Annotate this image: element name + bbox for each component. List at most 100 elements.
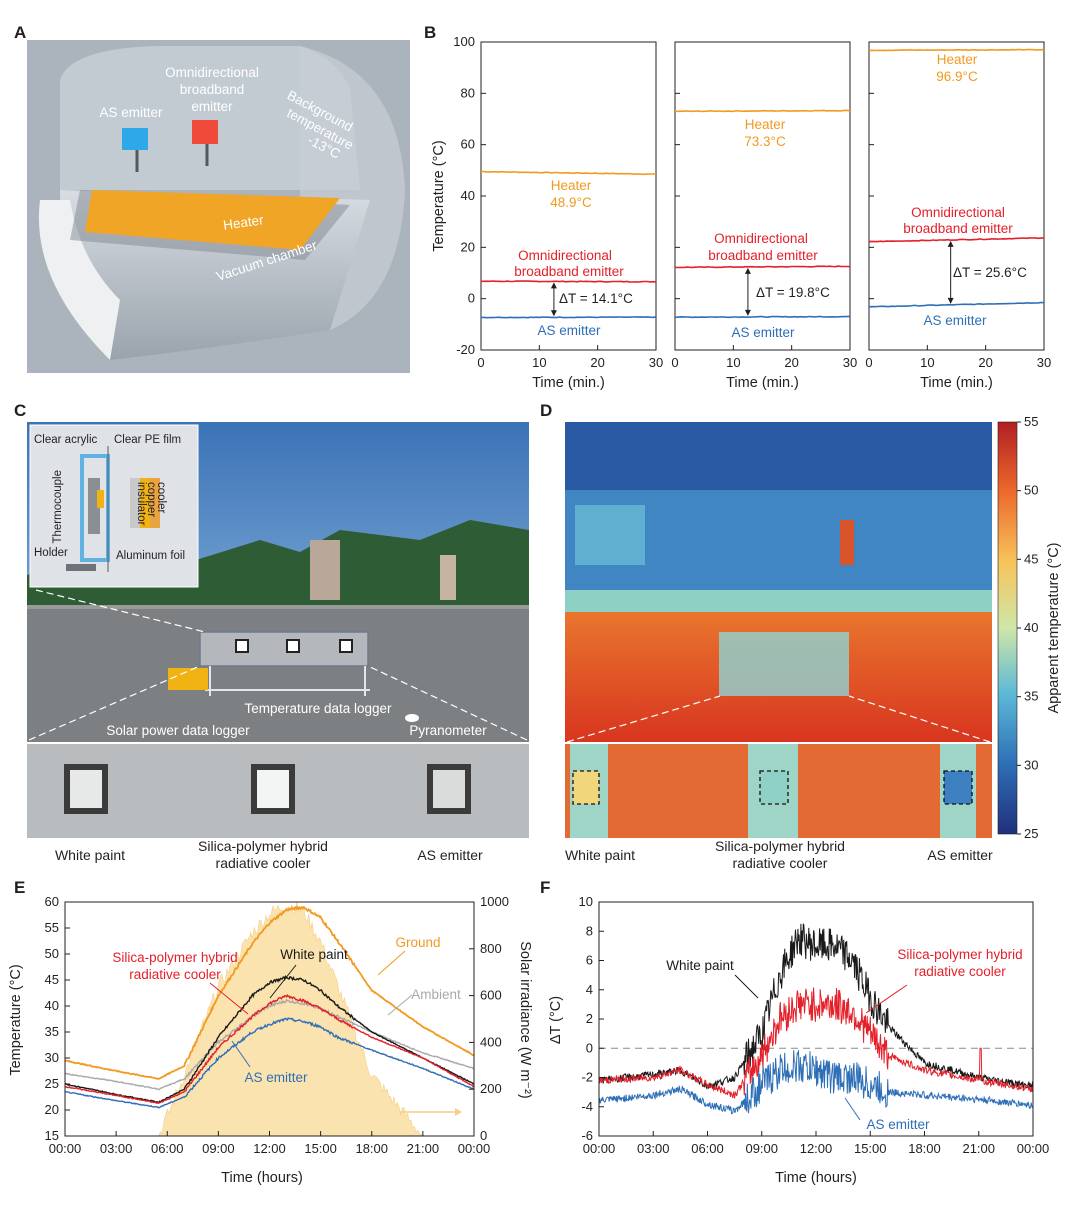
label-pyranometer: Pyranometer: [409, 723, 487, 738]
f-label-hybrid-2: radiative cooler: [914, 964, 1006, 979]
b3-xtick: 20: [978, 355, 992, 370]
b3-omni-label-2: broadband emitter: [903, 221, 1013, 236]
b1-omni-line: [481, 280, 657, 283]
b1-omni-label-2: broadband emitter: [514, 264, 624, 279]
e-y2tick: 800: [480, 941, 502, 956]
label-temp-logger: Temperature data logger: [244, 701, 392, 716]
e-ytick: 25: [45, 1076, 59, 1091]
e-y2label: Solar irradiance (W m⁻²): [517, 941, 533, 1099]
e-ytick: 35: [45, 1024, 59, 1039]
f-ytick: -2: [581, 1070, 593, 1085]
heater-plate: [85, 190, 340, 250]
b3-omni-line: [868, 237, 1045, 243]
b3-xtick: 0: [865, 355, 872, 370]
photo-trees: [27, 520, 529, 612]
b3-xtick: 30: [1037, 355, 1051, 370]
b1-ytick: 20: [461, 239, 475, 254]
panel-a-illustration: AS emitter Omnidirectional broadband emi…: [27, 40, 410, 373]
label-omni-1: Omnidirectional: [165, 65, 259, 80]
b1-ytick: 60: [461, 137, 475, 152]
b1-heater-value: 48.9°C: [550, 195, 592, 210]
e-label-white: White paint: [280, 947, 348, 962]
b2-xtick: 10: [726, 355, 740, 370]
f-ytick: 4: [586, 982, 593, 997]
f-xlabel: Time (hours): [775, 1170, 857, 1186]
panel-b-ylabel: Temperature (°C): [431, 140, 447, 251]
e-y2tick: 400: [480, 1034, 502, 1049]
d-caption-white: White paint: [565, 847, 635, 863]
b1-ytick: -20: [456, 342, 475, 357]
e-ground-line: [64, 905, 475, 1080]
f-xtick: 21:00: [962, 1141, 995, 1156]
b1-delta-t: ΔT = 14.1°C: [559, 291, 633, 306]
b1-ytick: 40: [461, 188, 475, 203]
b2-heater-value: 73.3°C: [744, 134, 786, 149]
thermal-white-paint: [572, 770, 600, 805]
e-xtick: 15:00: [304, 1141, 337, 1156]
panel-d-thermal: White paint Silica-polymer hybrid radiat…: [565, 414, 1062, 871]
b3-xtick: 10: [920, 355, 934, 370]
b3-delta-t: ΔT = 25.6°C: [953, 265, 1027, 280]
b2-heater-label: Heater: [745, 117, 786, 132]
b1-omni-label: Omnidirectional: [518, 248, 612, 263]
b2-omni-label-2: broadband emitter: [708, 248, 818, 263]
b1-as-label: AS emitter: [537, 323, 601, 338]
e-label-hybrid-2: radiative cooler: [129, 967, 221, 982]
colorbar-tick: 25: [1024, 826, 1038, 841]
label-solar-logger: Solar power data logger: [106, 723, 250, 738]
e-hybrid-line: [65, 993, 475, 1104]
b2-xtick: 30: [843, 355, 857, 370]
e-label-ground: Ground: [395, 935, 440, 950]
f-ytick: 10: [579, 894, 593, 909]
e-xtick: 18:00: [355, 1141, 388, 1156]
colorbar-tick: 45: [1024, 551, 1038, 566]
inset-label-insulator: insulator: [135, 482, 147, 526]
panel-b-subplot-3-annotations: Heater 96.9°C Omnidirectional broadband …: [903, 52, 1027, 328]
f-ytick: -6: [581, 1128, 593, 1143]
e-ytick: 40: [45, 998, 59, 1013]
inset-label-pe: Clear PE film: [114, 434, 181, 446]
f-xtick: 03:00: [637, 1141, 670, 1156]
f-xtick: 12:00: [800, 1141, 833, 1156]
f-xtick: 09:00: [745, 1141, 778, 1156]
f-label-as: AS emitter: [866, 1117, 930, 1132]
e-white-paint-line: [64, 974, 475, 1104]
panel-c-photo: Temperature data logger Solar power data…: [27, 422, 529, 871]
e-xtick: 21:00: [407, 1141, 440, 1156]
f-xtick: 06:00: [691, 1141, 724, 1156]
b1-xtick: 0: [477, 355, 484, 370]
e-ylabel: Temperature (°C): [8, 964, 24, 1075]
thermal-as-emitter: [943, 770, 973, 805]
e-xtick: 00:00: [49, 1141, 82, 1156]
d-caption-hybrid-1: Silica-polymer hybrid: [715, 838, 845, 854]
colorbar-tick: 35: [1024, 689, 1038, 704]
c-caption-hybrid-2: radiative cooler: [216, 855, 311, 871]
panel-b-subplot-1-annotations: Heater 48.9°C Omnidirectional broadband …: [514, 178, 633, 338]
b1-ytick: 0: [468, 291, 475, 306]
f-ytick: -4: [581, 1099, 593, 1114]
b3-as-label: AS emitter: [923, 313, 987, 328]
b1-ytick: 100: [453, 34, 475, 49]
e-y2tick: 200: [480, 1081, 502, 1096]
colorbar-tick: 50: [1024, 483, 1038, 498]
e-ytick: 60: [45, 894, 59, 909]
e-y2tick: 0: [480, 1128, 487, 1143]
b2-xtick: 0: [671, 355, 678, 370]
colorbar: [997, 421, 1018, 835]
f-ytick: 8: [586, 923, 593, 938]
f-as-line: [598, 1050, 1034, 1115]
omni-emitter-square: [192, 120, 218, 144]
f-label-white: White paint: [666, 958, 734, 973]
b1-as-line: [480, 316, 657, 319]
inset-label-cooler: cooler: [155, 482, 167, 513]
thermal-hybrid: [759, 770, 789, 805]
e-label-hybrid-1: Silica-polymer hybrid: [112, 950, 237, 965]
panel-letter-d: D: [540, 401, 552, 420]
e-y2tick: 600: [480, 988, 502, 1003]
b2-delta-t: ΔT = 19.8°C: [756, 285, 830, 300]
photo-solar-logger: [168, 668, 208, 690]
f-ytick: 0: [586, 1040, 593, 1055]
e-xtick: 06:00: [151, 1141, 184, 1156]
c-caption-white: White paint: [55, 847, 125, 863]
